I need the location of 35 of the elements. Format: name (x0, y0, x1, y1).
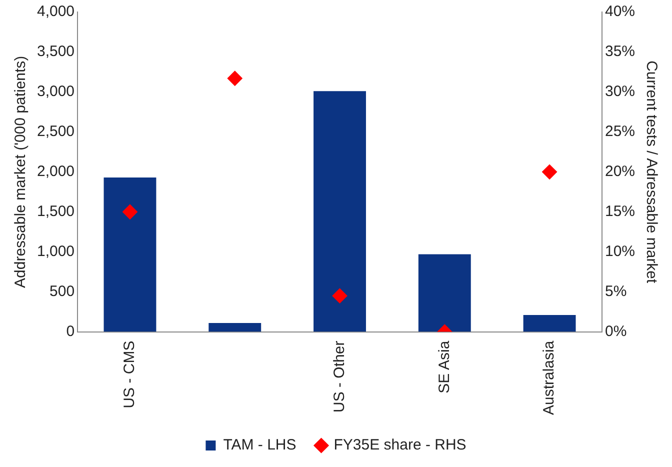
y-tick-label: 3,500 (36, 43, 75, 60)
point (332, 288, 348, 304)
y-tick-label: 3,000 (36, 83, 75, 100)
legend-label: FY35E share - RHS (334, 436, 466, 454)
bar (523, 315, 576, 332)
y2-tick-label: 20% (604, 163, 636, 180)
y2-tick-label: 30% (604, 83, 636, 100)
y2-axis-title: Current tests / Adressable market (642, 60, 660, 284)
x-tick-label: SE Asia (436, 340, 453, 394)
x-tick-label: US - CMS (121, 340, 138, 408)
bar (208, 323, 262, 332)
y-tick-label: 4,000 (36, 3, 75, 20)
legend-label: TAM - LHS (223, 436, 296, 454)
y2-tick-label: 5% (604, 282, 627, 300)
y-tick-label: 0 (66, 322, 75, 340)
y-axis-title: Addressable market ('000 patients) (12, 56, 30, 288)
point (122, 204, 138, 220)
x-tick-label: Australasia (540, 340, 558, 415)
y-tick-label: 2,500 (36, 123, 75, 140)
y2-tick-label: 10% (604, 242, 636, 260)
y2-tick-label: 25% (604, 123, 636, 140)
y-tick-label: 500 (50, 282, 75, 300)
y-tick-label: 1,000 (36, 242, 75, 260)
x-tick-label: US - Other (330, 340, 348, 412)
bar (418, 254, 471, 332)
y-tick-label: 2,000 (36, 163, 75, 180)
y2-tick-label: 35% (604, 43, 636, 60)
y2-tick-label: 15% (604, 203, 636, 220)
point (227, 70, 242, 86)
bar (104, 177, 156, 332)
y2-tick-label: 40% (604, 3, 636, 20)
y2-tick-label: 0% (604, 322, 627, 340)
bar (314, 91, 366, 332)
point (542, 164, 558, 180)
y-tick-label: 1,500 (36, 203, 75, 220)
